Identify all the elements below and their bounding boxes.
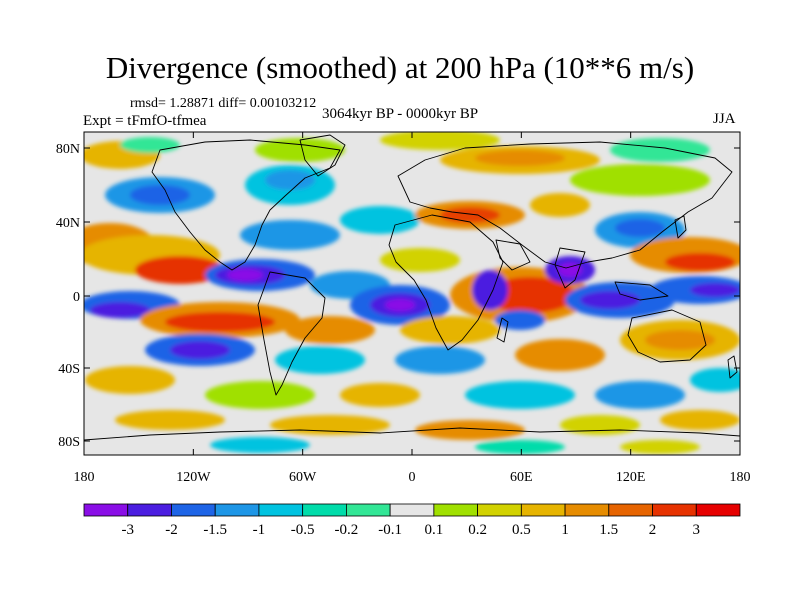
colorbar-swatch <box>171 503 216 517</box>
lat-label: 0 <box>73 290 80 305</box>
colorbar-label: 1 <box>561 522 569 538</box>
season-label: JJA <box>713 111 736 127</box>
lon-label: 180 <box>730 470 751 485</box>
colorbar-swatch <box>608 503 653 517</box>
colorbar-swatch <box>214 503 260 517</box>
rmsd-stats: rmsd= 1.28871 diff= 0.00103212 <box>130 96 317 111</box>
colorbar-swatch <box>127 503 172 517</box>
colorbar-swatch <box>389 503 435 517</box>
colorbar-label: 1.5 <box>599 522 618 538</box>
lat-label: 40S <box>58 362 80 377</box>
colorbar-label: 2 <box>649 522 657 538</box>
colorbar-label: 0.1 <box>424 522 443 538</box>
latitude-axis: 80N 40N 0 40S 80S <box>56 142 740 450</box>
lat-label: 80N <box>56 142 80 157</box>
colorbar-label: -0.5 <box>291 522 315 538</box>
colorbar-label: 0.5 <box>512 522 531 538</box>
lon-label: 180 <box>74 470 95 485</box>
experiment-label: Expt = tFmfO-tfmea <box>83 113 207 129</box>
lat-label: 40N <box>56 216 80 231</box>
colorbar-swatch <box>695 503 741 517</box>
colorbar-label: -3 <box>121 522 134 538</box>
colorbar-label: -1 <box>253 522 266 538</box>
colorbar-swatch <box>477 503 522 517</box>
lon-label: 60W <box>289 470 317 485</box>
colorbar-swatch <box>345 503 391 517</box>
colorbar-swatch <box>652 503 697 517</box>
chart-title: Divergence (smoothed) at 200 hPa (10**6 … <box>105 50 695 85</box>
colorbar-swatch <box>302 503 347 517</box>
colorbar: -3 -2 -1.5 -1 -0.5 -0.2 -0.1 0.1 0.2 0.5 1 1.5 2 3 <box>83 503 741 538</box>
colorbar-label: -0.1 <box>378 522 402 538</box>
colorbar-label: -0.2 <box>335 522 359 538</box>
lat-label: 80S <box>58 435 80 450</box>
colorbar-label: -2 <box>165 522 178 538</box>
lon-label: 120E <box>616 470 646 485</box>
colorbar-swatch <box>433 503 479 517</box>
colorbar-label: -1.5 <box>203 522 227 538</box>
colorbar-swatch <box>564 503 610 517</box>
lon-label: 0 <box>409 470 416 485</box>
contour-field <box>84 132 740 455</box>
lon-label: 60E <box>510 470 533 485</box>
coastlines <box>84 134 740 441</box>
period-label: 3064kyr BP - 0000kyr BP <box>322 106 479 122</box>
colorbar-label: 0.2 <box>468 522 487 538</box>
colorbar-swatch <box>83 503 129 517</box>
colorbar-swatch <box>520 503 566 517</box>
longitude-axis: 180 120W 60W 0 60E 120E 180 <box>74 132 751 485</box>
colorbar-label: 3 <box>693 522 701 538</box>
lon-label: 120W <box>176 470 211 485</box>
colorbar-swatch <box>258 503 304 517</box>
